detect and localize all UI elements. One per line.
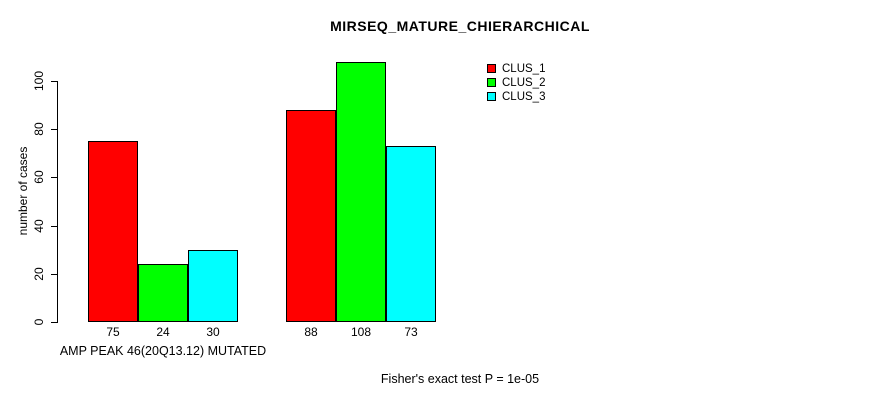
y-axis-tick	[51, 322, 58, 323]
chart-title: MIRSEQ_MATURE_CHIERARCHICAL	[330, 18, 590, 34]
footnote-pvalue: Fisher's exact test P = 1e-05	[380, 372, 540, 386]
legend-item: CLUS_3	[487, 90, 545, 103]
y-axis-tick	[51, 274, 58, 275]
bar-clus_3	[188, 250, 238, 322]
legend-label: CLUS_2	[502, 76, 546, 89]
bar-value-label: 75	[106, 325, 120, 339]
legend-item: CLUS_1	[487, 62, 545, 75]
y-axis-tick	[51, 81, 58, 82]
y-axis-line	[57, 81, 58, 323]
y-axis-tick-label: 40	[32, 219, 46, 233]
bar-value-label: 73	[404, 325, 418, 339]
y-axis-tick-label: 20	[32, 267, 46, 281]
bar-value-label: 30	[206, 325, 220, 339]
legend: CLUS_1 CLUS_2 CLUS_3	[487, 62, 545, 104]
y-axis-tick	[51, 226, 58, 227]
bar-clus_1	[88, 141, 138, 322]
bar-clus_3	[386, 146, 436, 322]
legend-swatch-clus_1	[487, 64, 496, 73]
bar-clus_1	[286, 110, 336, 322]
legend-item: CLUS_2	[487, 76, 545, 89]
bar-clus_2	[138, 264, 188, 322]
bar-value-label: 108	[350, 325, 372, 339]
x-group-label: AMP PEAK 46(20Q13.12) MUTATED	[59, 344, 267, 358]
legend-swatch-clus_3	[487, 92, 496, 101]
legend-swatch-clus_2	[487, 78, 496, 87]
y-axis-tick-label: 80	[32, 122, 46, 136]
bar-value-label: 24	[156, 325, 170, 339]
y-axis-tick	[51, 177, 58, 178]
y-axis-tick-label: 100	[32, 70, 46, 92]
legend-label: CLUS_3	[502, 90, 546, 103]
bar-value-label: 88	[304, 325, 318, 339]
bar-clus_2	[336, 62, 386, 322]
y-axis-tick	[51, 129, 58, 130]
y-axis-tick-label: 0	[32, 318, 46, 326]
legend-label: CLUS_1	[502, 62, 546, 75]
y-axis-tick-label: 60	[32, 170, 46, 184]
